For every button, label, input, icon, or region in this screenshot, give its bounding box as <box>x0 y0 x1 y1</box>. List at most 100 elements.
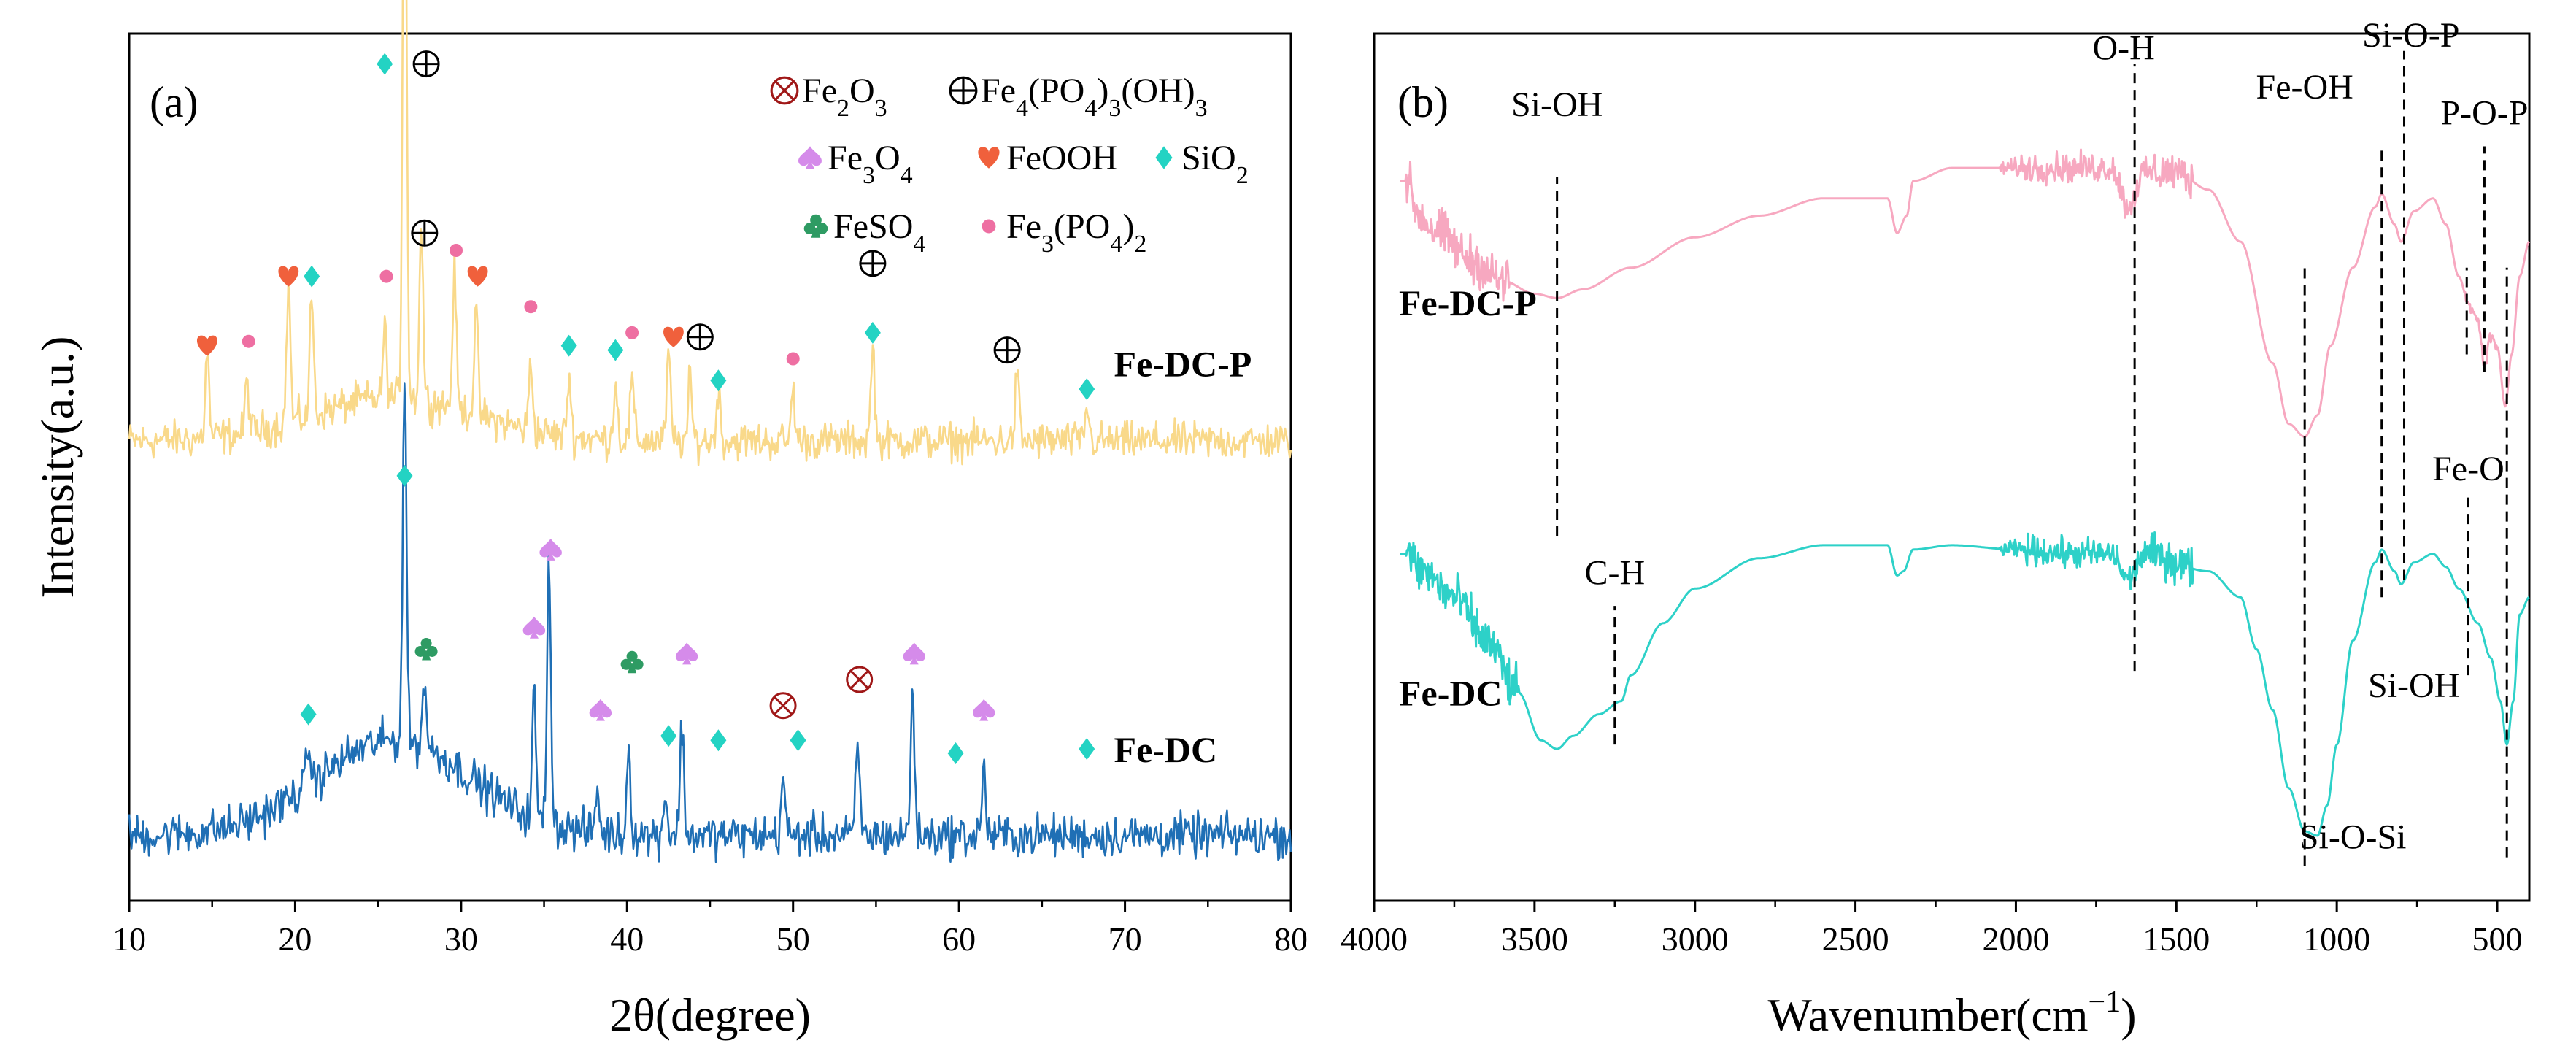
ftir-x-tick-label: 1000 <box>2303 920 2370 958</box>
xrd-panel: 10 20 30 40 50 60 70 80 Fe-DC-P Fe-DC (a) 2θ(deg… <box>31 0 1308 1041</box>
spade-icon <box>675 642 698 665</box>
xrd-series-labels: Fe-DC-P Fe-DC <box>1114 343 1252 770</box>
legend-entry-label: FeOOH <box>1006 139 1117 177</box>
xrd-x-axis-title: 2θ(degree) <box>609 989 811 1041</box>
xrd-x-tick-label: 60 <box>942 920 976 958</box>
dot-icon <box>786 352 800 366</box>
heart-icon <box>197 335 217 356</box>
legend-entry-label: Fe3O4 <box>828 139 913 189</box>
xrd-panel-label: (a) <box>150 78 198 126</box>
circled-times-icon <box>846 666 874 693</box>
ftir-x-tick-label: 4000 <box>1341 920 1408 958</box>
legend-entry-label: Fe2O3 <box>802 72 887 122</box>
xrd-x-tick-label: 20 <box>278 920 312 958</box>
circled-plus-icon <box>859 250 887 277</box>
xrd-phase-markers <box>197 50 1095 765</box>
ftir-x-ticks: 4000 3500 3000 2500 2000 1500 1000 500 <box>1341 901 2523 958</box>
xrd-y-axis-title: Intensity(a.u.) <box>31 336 83 599</box>
diamond-icon <box>377 53 393 75</box>
club-icon <box>620 650 644 674</box>
xrd-x-tick-label: 40 <box>610 920 644 958</box>
diamond-icon <box>300 703 317 726</box>
dot-icon <box>450 244 463 257</box>
ftir-x-tick-label: 500 <box>2472 920 2523 958</box>
ftir-series-line-fe-dc-p <box>1399 148 2531 438</box>
diamond-icon <box>947 742 964 765</box>
band-label: C-H <box>1584 553 1645 592</box>
legend-entry-label: FeSO4 <box>833 207 925 258</box>
diamond-icon <box>790 729 806 752</box>
ftir-x-axis-title: Wavenumber(cm−1) <box>1767 985 2136 1041</box>
ftir-x-tick-label: 1500 <box>2143 920 2210 958</box>
club-icon <box>414 637 438 661</box>
diamond-icon <box>396 464 413 487</box>
dot-icon <box>982 219 996 234</box>
diamond-icon <box>304 265 320 288</box>
xrd-curves <box>128 0 1292 863</box>
ftir-panel-label: (b) <box>1397 78 1449 126</box>
diamond-icon <box>560 334 577 357</box>
band-label: Fe-OH <box>2256 68 2353 107</box>
heart-icon <box>278 266 299 287</box>
dot-icon <box>379 269 393 283</box>
heart-icon <box>978 147 1000 169</box>
xrd-x-ticks: 10 20 30 40 50 60 70 80 <box>112 901 1308 958</box>
circled-times-icon <box>770 76 799 105</box>
diamond-icon <box>864 321 881 344</box>
dot-icon <box>242 334 255 348</box>
xrd-series-line-fe-dc-p <box>128 0 1292 466</box>
band-label: O-H <box>2092 29 2154 68</box>
ftir-x-tick-label: 3000 <box>1662 920 1729 958</box>
legend-entry-label: SiO2 <box>1181 139 1249 189</box>
xrd-series-label: Fe-DC-P <box>1114 343 1252 384</box>
ftir-series-line-fe-dc <box>1399 531 2530 837</box>
diamond-icon <box>1155 146 1173 169</box>
circled-plus-icon <box>993 336 1021 364</box>
diamond-icon <box>1079 738 1095 761</box>
spade-icon <box>903 642 925 665</box>
legend-entry-label: Fe4(PO4)3(OH)3 <box>981 72 1208 122</box>
xrd-series-label: Fe-DC <box>1114 729 1218 770</box>
xrd-x-tick-label: 30 <box>444 920 478 958</box>
ftir-curves <box>1399 148 2531 837</box>
ftir-x-tick-label: 2000 <box>1982 920 2049 958</box>
xrd-x-tick-label: 80 <box>1274 920 1308 958</box>
ftir-x-tick-label: 3500 <box>1501 920 1568 958</box>
diamond-icon <box>607 339 624 361</box>
band-label: Si-OH <box>2368 666 2459 705</box>
ftir-series-label: Fe-DC <box>1399 673 1503 714</box>
diamond-icon <box>660 725 677 747</box>
spade-icon <box>539 538 562 561</box>
xrd-x-tick-label: 10 <box>112 920 146 958</box>
diamond-icon <box>1079 378 1095 401</box>
circled-plus-icon <box>412 50 440 78</box>
band-label: Fe-O <box>2432 450 2504 488</box>
club-icon <box>803 214 828 238</box>
ftir-series-labels: Fe-DC-P Fe-DC <box>1399 282 1537 714</box>
xrd-series-line-fe-dc <box>128 382 1292 863</box>
band-label: Si-OH <box>1511 85 1603 124</box>
diamond-icon <box>710 729 727 752</box>
dot-icon <box>625 326 639 339</box>
band-label: Si-O-Si <box>2299 818 2407 857</box>
ftir-plot-frame <box>1373 32 2531 902</box>
spade-icon <box>798 146 822 169</box>
xrd-x-tick-label: 50 <box>776 920 810 958</box>
spade-icon <box>589 699 612 721</box>
band-label: P-O-P <box>2440 94 2528 133</box>
diamond-icon <box>710 369 727 392</box>
circled-times-icon <box>769 692 797 720</box>
ftir-x-tick-label: 2500 <box>1822 920 1889 958</box>
ftir-series-label: Fe-DC-P <box>1399 282 1537 323</box>
dot-icon <box>524 300 538 314</box>
heart-icon <box>663 326 684 347</box>
xrd-x-tick-label: 70 <box>1108 920 1142 958</box>
circled-plus-icon <box>686 323 714 351</box>
band-label: Si-O-P <box>2362 16 2459 55</box>
heart-icon <box>467 266 488 287</box>
xrd-legend: Fe2O3 Fe4(PO4)3(OH)3 Fe3O4 FeOOH SiO2 FeSO4 Fe… <box>770 72 1249 258</box>
spade-icon <box>973 699 995 721</box>
